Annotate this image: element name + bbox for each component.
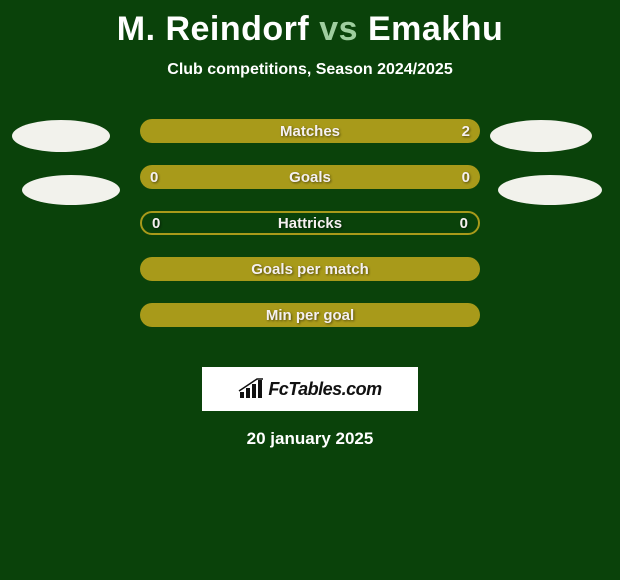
stat-value-left: 0 bbox=[150, 169, 158, 186]
stat-row: Matches 2 bbox=[140, 119, 480, 143]
subtitle: Club competitions, Season 2024/2025 bbox=[0, 61, 620, 79]
logo-text: FcTables.com bbox=[268, 379, 381, 400]
stat-row: Min per goal bbox=[140, 303, 480, 327]
stat-label: Goals per match bbox=[251, 261, 369, 278]
stat-row: Goals per match bbox=[140, 257, 480, 281]
stat-value-right: 0 bbox=[462, 169, 470, 186]
stat-label: Goals bbox=[289, 169, 331, 186]
decorative-ellipse bbox=[12, 120, 110, 152]
comparison-chart: Matches 2 Goals 0 0 Hattricks 0 0 Goals per matc… bbox=[0, 119, 620, 359]
decorative-ellipse bbox=[22, 175, 120, 205]
decorative-ellipse bbox=[498, 175, 602, 205]
player1-name: M. Reindorf bbox=[117, 10, 309, 48]
fctables-logo[interactable]: FcTables.com bbox=[202, 367, 418, 411]
stat-label: Matches bbox=[280, 123, 340, 140]
stat-value-left: 0 bbox=[152, 215, 160, 232]
stat-value-right: 2 bbox=[462, 123, 470, 140]
page-title: M. Reindorf vs Emakhu bbox=[0, 0, 620, 49]
stat-rows: Matches 2 Goals 0 0 Hattricks 0 0 Goals per matc… bbox=[140, 119, 480, 349]
stat-value-right: 0 bbox=[460, 215, 468, 232]
stat-label: Hattricks bbox=[278, 215, 342, 232]
player2-name: Emakhu bbox=[368, 10, 503, 48]
stat-row: Goals 0 0 bbox=[140, 165, 480, 189]
stat-row: Hattricks 0 0 bbox=[140, 211, 480, 235]
date-text: 20 january 2025 bbox=[0, 429, 620, 449]
chart-icon bbox=[238, 378, 264, 400]
vs-text: vs bbox=[319, 10, 358, 48]
stat-label: Min per goal bbox=[266, 307, 354, 324]
decorative-ellipse bbox=[490, 120, 592, 152]
